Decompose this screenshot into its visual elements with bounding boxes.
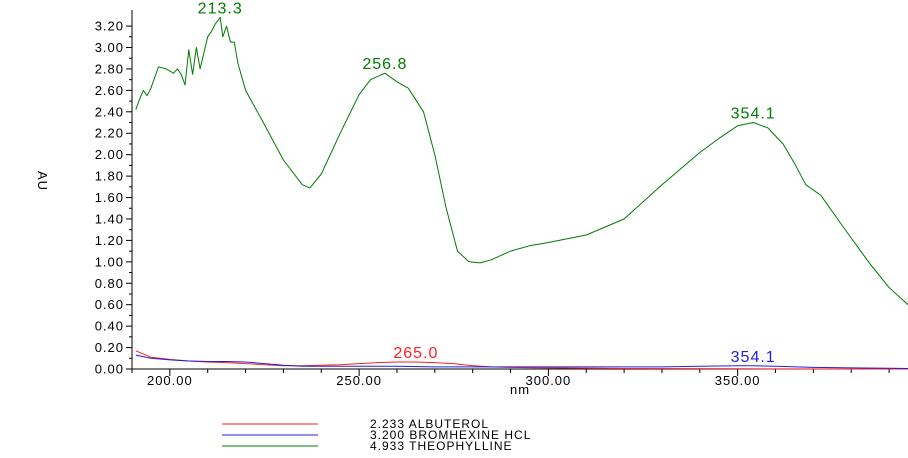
peak-label: 265.0 [393,345,438,362]
series-line-2 [135,17,908,306]
axes-layer: 0.00 0.20 0.40 0.60 0.80 1.00 1.20 1.40 1.60 1.80… [95,10,908,388]
y-tick-label: 1.20 [95,233,124,248]
series-layer [135,17,908,370]
y-tick-label: 1.00 [95,254,124,269]
y-tick-label: 0.80 [95,276,124,291]
series-line-1 [135,354,908,369]
legend-label: 4.933 THEOPHYLLINE [370,439,513,453]
peak-label: 354.1 [731,106,776,123]
y-tick-label: 3.00 [95,40,124,55]
peak-label: 354.1 [731,349,776,366]
legend-label: 3.200 BROMHEXINE HCL [370,428,531,442]
y-tick-label: 2.80 [95,61,124,76]
y-tick-label: 0.40 [95,319,124,334]
y-tick-label: 1.60 [95,190,124,205]
y-tick-label: 1.80 [95,169,124,184]
y-tick-label: 0.00 [95,362,124,377]
y-tick-label: 0.20 [95,340,124,355]
x-tick-label: 200.00 [147,373,193,388]
y-tick-label: 0.60 [95,297,124,312]
y-tick-label: 1.40 [95,211,124,226]
x-axis-title: nm [510,382,530,397]
y-axis-title: AU [35,171,50,191]
peak-label: 213.3 [198,1,243,18]
annotation-layer: 213.3 256.8 354.1 265.0 354.1 [198,1,776,366]
x-tick-label: 250.00 [336,373,382,388]
y-tick-label: 2.20 [95,126,124,141]
y-tick-label: 2.40 [95,104,124,119]
series-line-0 [135,350,908,370]
y-tick-label: 3.20 [95,19,124,34]
x-tick-label: 300.00 [526,373,572,388]
y-tick-label: 2.60 [95,83,124,98]
peak-label: 256.8 [362,56,407,73]
x-tick-label: 350.00 [715,373,761,388]
y-tick-label: 2.00 [95,147,124,162]
legend-label: 2.233 ALBUTEROL [370,417,489,431]
